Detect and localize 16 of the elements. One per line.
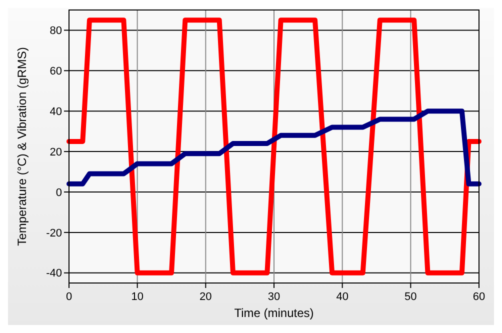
x-tick-label: 60 [472,291,486,303]
y-tick-label: 80 [50,25,62,38]
y-tick-label: -40 [46,268,62,280]
x-tick-label: 40 [336,291,348,303]
y-axis-title: Temperature (°C) & Vibration (gRMS) [15,47,29,246]
y-tick-label: 20 [50,146,62,158]
x-tick-label: 20 [200,291,212,303]
x-tick-label: 50 [404,291,417,303]
x-axis-title: Time (minutes) [234,306,314,320]
y-tick-label: -20 [46,227,62,240]
y-tick-label: 60 [50,66,62,78]
y-tick-label: 40 [50,106,62,118]
y-tick-label: 0 [56,186,62,199]
x-tick-label: 10 [131,291,144,303]
x-tick-label: 0 [66,291,72,303]
x-tick-label: 30 [268,291,280,303]
